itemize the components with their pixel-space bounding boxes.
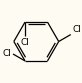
Text: Cl: Cl [72,25,81,34]
Text: Cl: Cl [21,38,29,47]
Text: Cl: Cl [3,49,12,58]
